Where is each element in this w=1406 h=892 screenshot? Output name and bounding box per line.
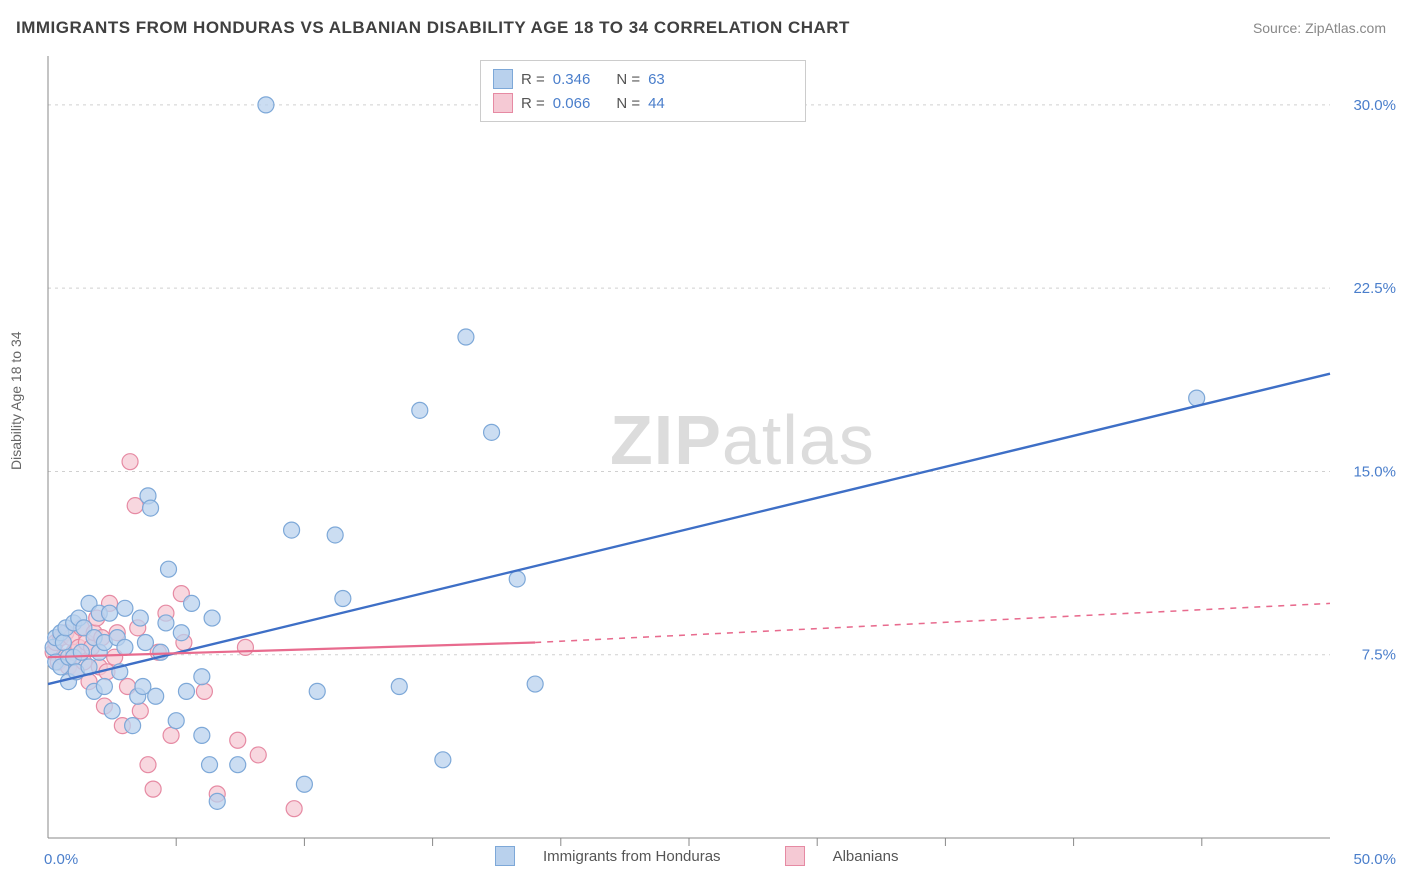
svg-text:15.0%: 15.0%: [1353, 463, 1396, 480]
scatter-chart: 7.5% 15.0% 22.5% 30.0% 0.0% 50.0%: [0, 0, 1406, 892]
legend-n-value: 63: [648, 71, 665, 88]
svg-text:7.5%: 7.5%: [1362, 647, 1396, 664]
scatter-series-honduras: [45, 97, 1205, 809]
svg-text:50.0%: 50.0%: [1353, 851, 1396, 868]
svg-text:30.0%: 30.0%: [1353, 97, 1396, 114]
legend-top: R = 0.346 N = 63 R = 0.066 N = 44: [480, 60, 806, 122]
legend-n-label: N =: [616, 95, 640, 112]
chart-page: { "title": "IMMIGRANTS FROM HONDURAS VS …: [0, 0, 1406, 892]
legend-swatch: [493, 93, 513, 113]
legend-r-label: R =: [521, 71, 545, 88]
legend-r-label: R =: [521, 95, 545, 112]
svg-text:0.0%: 0.0%: [44, 851, 78, 868]
gridlines: [48, 105, 1330, 655]
legend-swatch: [493, 69, 513, 89]
legend-r-value: 0.066: [553, 95, 591, 112]
legend-bottom-honduras: Immigrants from Honduras: [543, 848, 721, 865]
legend-row-albanians: R = 0.066 N = 44: [493, 91, 793, 115]
legend-bottom-albanians: Albanians: [833, 848, 899, 865]
tick-labels: 7.5% 15.0% 22.5% 30.0% 0.0% 50.0%: [44, 97, 1396, 868]
trend-lines: [48, 374, 1330, 684]
legend-r-value: 0.346: [553, 71, 591, 88]
legend-n-label: N =: [616, 71, 640, 88]
svg-text:22.5%: 22.5%: [1353, 280, 1396, 297]
legend-row-honduras: R = 0.346 N = 63: [493, 67, 793, 91]
legend-n-value: 44: [648, 95, 665, 112]
legend-swatch: [495, 846, 515, 866]
legend-bottom: Immigrants from Honduras Albanians: [495, 846, 898, 866]
legend-swatch: [785, 846, 805, 866]
axes: [48, 56, 1330, 846]
